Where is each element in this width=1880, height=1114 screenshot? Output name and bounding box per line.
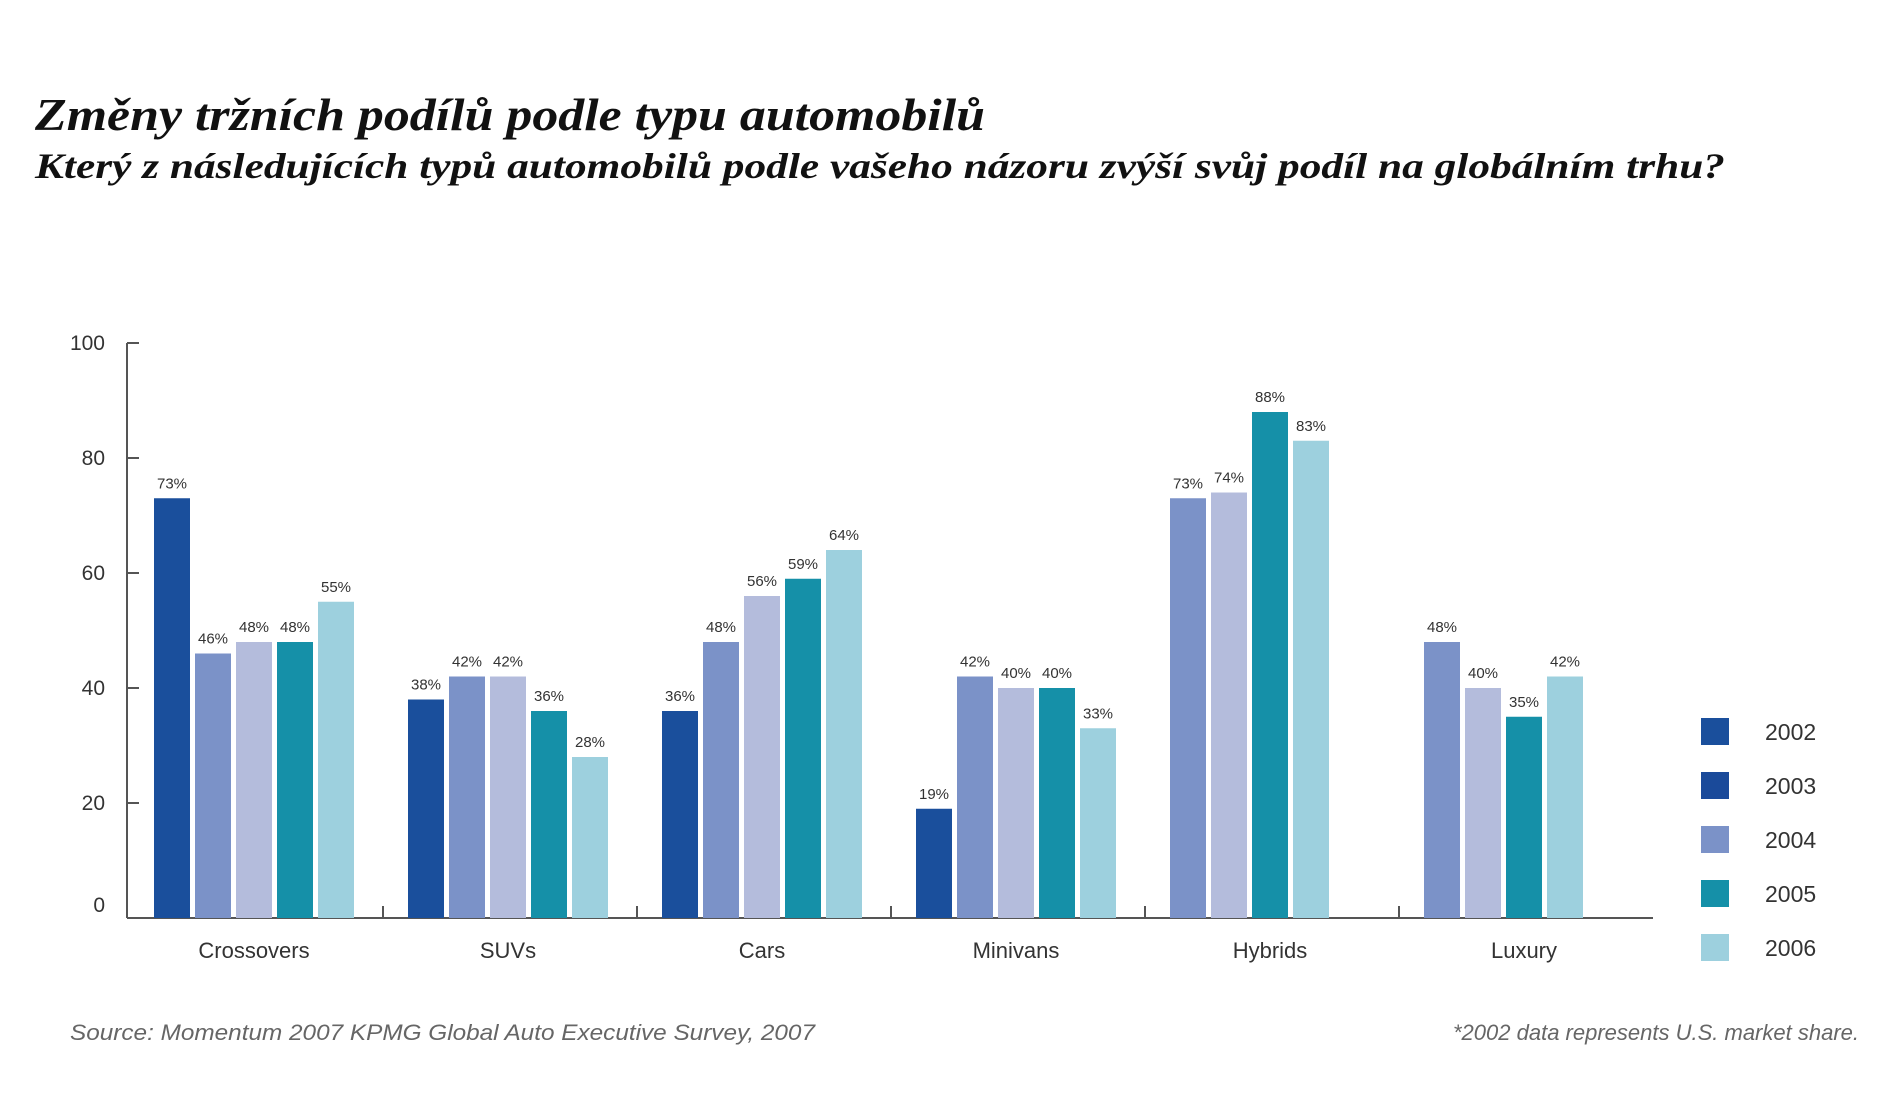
bar-value-label: 28% xyxy=(575,734,605,751)
bar-value-label: 59% xyxy=(788,556,818,573)
bar-hybrids-2004 xyxy=(1211,492,1247,918)
bar-value-label: 42% xyxy=(1550,654,1580,671)
category-label: Luxury xyxy=(1491,938,1557,963)
category-label: Minivans xyxy=(973,938,1060,963)
bar-luxury-2006 xyxy=(1547,676,1583,918)
bar-luxury-2005 xyxy=(1506,716,1542,918)
bar-minivans-2004 xyxy=(998,688,1034,918)
bar-minivans-2006 xyxy=(1080,728,1116,918)
bar-suvs-2006 xyxy=(572,757,608,918)
legend-label: 2005 xyxy=(1765,881,1816,907)
legend-swatch xyxy=(1701,880,1729,907)
bar-value-label: 36% xyxy=(534,688,564,705)
y-tick-label: 60 xyxy=(82,562,105,585)
y-tick-label: 0 xyxy=(93,894,105,917)
bar-value-label: 74% xyxy=(1214,470,1244,487)
bar-cars-2002 xyxy=(662,711,698,918)
legend-label: 2006 xyxy=(1765,935,1816,961)
y-tick-label: 40 xyxy=(82,677,105,700)
bar-suvs-2002 xyxy=(408,699,444,918)
plot-area: 0 20 40 60 80 100 73% 46% 48% 48% 55% Crossovers 38%… xyxy=(70,332,1653,963)
legend-swatch xyxy=(1701,826,1729,853)
bar-crossovers-2006 xyxy=(318,601,354,918)
bar-value-label: 48% xyxy=(706,619,736,636)
bar-suvs-2004 xyxy=(490,676,526,918)
y-tick-label: 80 xyxy=(82,447,105,470)
bar-value-label: 48% xyxy=(239,619,269,636)
bar-minivans-2005 xyxy=(1039,688,1075,918)
bar-value-label: 38% xyxy=(411,677,441,694)
chart-title: Změny tržních podílů podle typu automobi… xyxy=(34,89,985,140)
legend: 2002 2003 2004 2005 2006 xyxy=(1701,718,1816,961)
bar-cars-2006 xyxy=(826,550,862,918)
bar-hybrids-2003 xyxy=(1170,498,1206,918)
bar-crossovers-2003 xyxy=(195,653,231,918)
bar-luxury-2004 xyxy=(1465,688,1501,918)
bar-value-label: 42% xyxy=(960,654,990,671)
bar-minivans-2003 xyxy=(957,676,993,918)
bar-suvs-2005 xyxy=(531,711,567,918)
legend-label: 2002 xyxy=(1765,719,1816,745)
bar-crossovers-2004 xyxy=(236,642,272,918)
bar-value-label: 40% xyxy=(1042,665,1072,682)
bar-value-label: 88% xyxy=(1255,389,1285,406)
bar-value-label: 42% xyxy=(452,654,482,671)
bar-value-label: 48% xyxy=(280,619,310,636)
bar-value-label: 33% xyxy=(1083,705,1113,722)
bar-cars-2004 xyxy=(744,596,780,918)
bar-value-label: 36% xyxy=(665,688,695,705)
bar-value-label: 73% xyxy=(1173,475,1203,492)
footnote: *2002 data represents U.S. market share. xyxy=(1453,1020,1859,1045)
bar-cars-2003 xyxy=(703,642,739,918)
bar-luxury-2003 xyxy=(1424,642,1460,918)
source-note: Source: Momentum 2007 KPMG Global Auto E… xyxy=(70,1020,816,1045)
bar-crossovers-2002 xyxy=(154,498,190,918)
bar-value-label: 73% xyxy=(157,475,187,492)
bar-value-label: 48% xyxy=(1427,619,1457,636)
bar-value-label: 83% xyxy=(1296,418,1326,435)
bar-hybrids-2005 xyxy=(1252,412,1288,918)
bar-minivans-2002 xyxy=(916,808,952,918)
bar-value-label: 64% xyxy=(829,527,859,544)
category-label: Crossovers xyxy=(198,938,309,963)
bar-suvs-2003 xyxy=(449,676,485,918)
bar-crossovers-2005 xyxy=(277,642,313,918)
legend-swatch xyxy=(1701,934,1729,961)
bar-value-label: 42% xyxy=(493,654,523,671)
bar-value-label: 46% xyxy=(198,631,228,648)
legend-swatch xyxy=(1701,718,1729,745)
category-label: SUVs xyxy=(480,938,536,963)
y-tick-label: 20 xyxy=(82,792,105,815)
legend-label: 2004 xyxy=(1765,827,1816,853)
bar-value-label: 40% xyxy=(1001,665,1031,682)
bar-cars-2005 xyxy=(785,578,821,918)
bar-value-label: 56% xyxy=(747,573,777,590)
bar-value-label: 19% xyxy=(919,786,949,803)
legend-swatch xyxy=(1701,772,1729,799)
y-tick-label: 100 xyxy=(70,332,105,355)
chart-subtitle: Který z následujících typů automobilů po… xyxy=(34,146,1725,186)
legend-label: 2003 xyxy=(1765,773,1816,799)
category-label: Hybrids xyxy=(1233,938,1308,963)
bar-value-label: 55% xyxy=(321,579,351,596)
category-label: Cars xyxy=(739,938,785,963)
bar-value-label: 40% xyxy=(1468,665,1498,682)
bar-hybrids-2006 xyxy=(1293,440,1329,918)
bar-value-label: 35% xyxy=(1509,694,1539,711)
